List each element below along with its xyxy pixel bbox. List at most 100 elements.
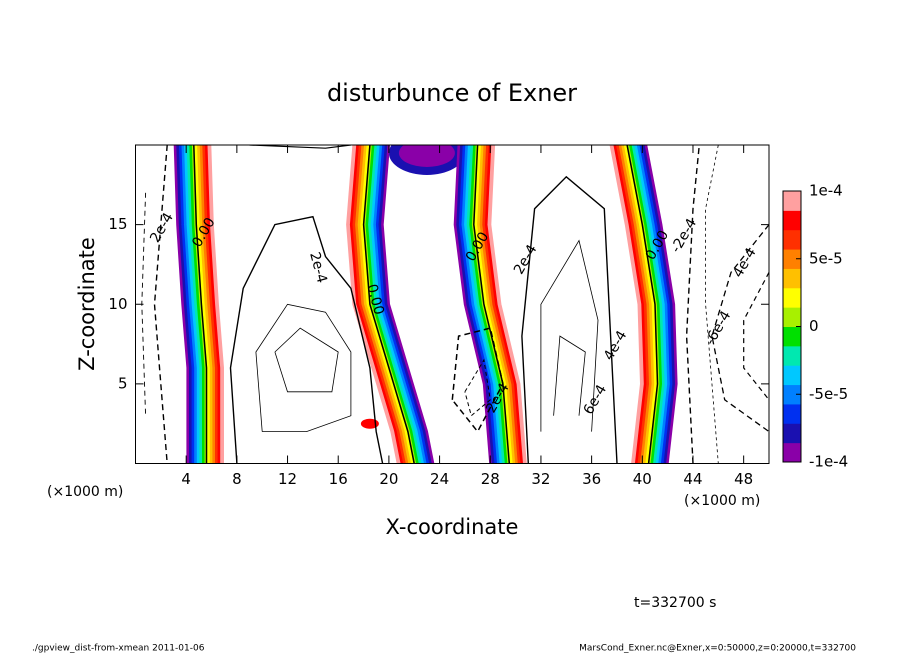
colorbar-segment bbox=[783, 191, 801, 211]
contour-label: 4e-4 bbox=[601, 328, 631, 363]
plume-band bbox=[635, 145, 670, 464]
high-patch bbox=[360, 418, 379, 429]
plume-band bbox=[359, 145, 414, 464]
contour-line bbox=[464, 358, 491, 417]
x-tick-label: 32 bbox=[531, 470, 550, 488]
zero-contour bbox=[362, 145, 415, 464]
plume-band bbox=[194, 145, 211, 464]
colorbar-segment bbox=[783, 423, 801, 444]
plume-band bbox=[487, 145, 527, 464]
plume-band bbox=[469, 145, 509, 464]
x-tick-label: 24 bbox=[430, 470, 449, 488]
colorbar-segment bbox=[783, 365, 801, 386]
y-tick-label: 10 bbox=[108, 295, 127, 313]
plume-band bbox=[199, 145, 217, 464]
x-tick-label: 36 bbox=[582, 470, 601, 488]
contour-line bbox=[274, 327, 339, 393]
low-core bbox=[398, 145, 455, 167]
plume-band bbox=[612, 145, 647, 464]
contour-line bbox=[711, 224, 769, 433]
contour-label: 2e-4 bbox=[511, 242, 541, 277]
contour-label: -6e-4 bbox=[702, 308, 734, 348]
plume-band bbox=[482, 145, 522, 464]
colorbar-segment bbox=[783, 384, 801, 405]
contour-label: 6e-4 bbox=[581, 382, 611, 417]
plume-band bbox=[458, 145, 499, 464]
plume-band bbox=[614, 145, 649, 464]
zero-contour bbox=[626, 145, 659, 464]
zero-contour bbox=[193, 145, 208, 464]
x-tick-label: 48 bbox=[734, 470, 753, 488]
plume-band bbox=[356, 145, 411, 464]
colorbar-tick-label: 1e-4 bbox=[809, 182, 843, 200]
plume-band bbox=[377, 145, 432, 464]
contour-label: 4e-4 bbox=[730, 245, 760, 280]
plume-band bbox=[202, 145, 219, 464]
plume-band bbox=[178, 145, 196, 464]
plot-area bbox=[141, 145, 769, 464]
colorbar-segment bbox=[783, 307, 801, 327]
plume-band bbox=[372, 145, 427, 464]
colorbar-tick-label: 0 bbox=[809, 317, 819, 335]
x-tick-label: 4 bbox=[181, 470, 191, 488]
x-axis-label: X-coordinate bbox=[386, 515, 519, 539]
colorbar-segment bbox=[783, 403, 801, 424]
colorbar-tick-label: -1e-4 bbox=[809, 453, 848, 471]
colorbar-segment bbox=[783, 345, 801, 366]
colorbar-segment bbox=[783, 210, 801, 231]
plume-band bbox=[186, 145, 204, 464]
plume-band bbox=[638, 145, 673, 464]
contour-line bbox=[743, 272, 769, 401]
contour-label: 2e-4 bbox=[306, 250, 330, 285]
contour-line bbox=[553, 335, 586, 416]
plume-band bbox=[379, 145, 435, 464]
plume-band bbox=[369, 145, 424, 464]
plume-band bbox=[207, 145, 224, 464]
chart-title: disturbunce of Exner bbox=[327, 79, 577, 107]
contour-label: -2e-4 bbox=[668, 216, 700, 256]
contour-line bbox=[255, 303, 352, 432]
plume-band bbox=[197, 145, 214, 464]
colorbar-segment bbox=[783, 442, 801, 463]
plume-band bbox=[176, 145, 193, 464]
plume-band bbox=[464, 145, 504, 464]
plume-band bbox=[640, 145, 675, 464]
plume-band bbox=[181, 145, 198, 464]
plume-band bbox=[346, 145, 401, 464]
plume-band bbox=[461, 145, 501, 464]
plume-band bbox=[633, 145, 668, 464]
plume-band bbox=[351, 145, 406, 464]
y-axis-label: Z-coordinate bbox=[75, 237, 99, 371]
colorbar-tick-label: 5e-5 bbox=[809, 249, 843, 267]
colorbar-segment bbox=[783, 229, 801, 250]
plume-band bbox=[366, 145, 422, 464]
x-tick-label: 12 bbox=[278, 470, 297, 488]
plume-band bbox=[184, 145, 201, 464]
plume-band bbox=[620, 145, 655, 464]
y-tick-label: 5 bbox=[118, 374, 128, 392]
plume-band bbox=[474, 145, 514, 464]
plume-band bbox=[479, 145, 519, 464]
x-tick-label: 8 bbox=[232, 470, 242, 488]
contour-line bbox=[249, 145, 351, 149]
plume-band bbox=[353, 145, 409, 464]
plume-band bbox=[630, 145, 665, 464]
plume-band bbox=[364, 145, 419, 464]
plume-band bbox=[627, 145, 662, 464]
contour-line bbox=[705, 145, 719, 464]
colorbar-segment bbox=[783, 326, 801, 347]
plume-band bbox=[609, 145, 644, 464]
x-unit-right: (×1000 m) bbox=[684, 493, 760, 509]
contour-line bbox=[685, 145, 700, 464]
plume-band bbox=[622, 145, 657, 464]
plume-band bbox=[453, 145, 493, 464]
plume-band bbox=[643, 145, 678, 464]
plume-band bbox=[466, 145, 506, 464]
x-tick-label: 20 bbox=[379, 470, 398, 488]
plume-band bbox=[189, 145, 206, 464]
plume-band bbox=[477, 145, 517, 464]
plume-band bbox=[348, 145, 404, 464]
plume-band bbox=[484, 145, 525, 464]
